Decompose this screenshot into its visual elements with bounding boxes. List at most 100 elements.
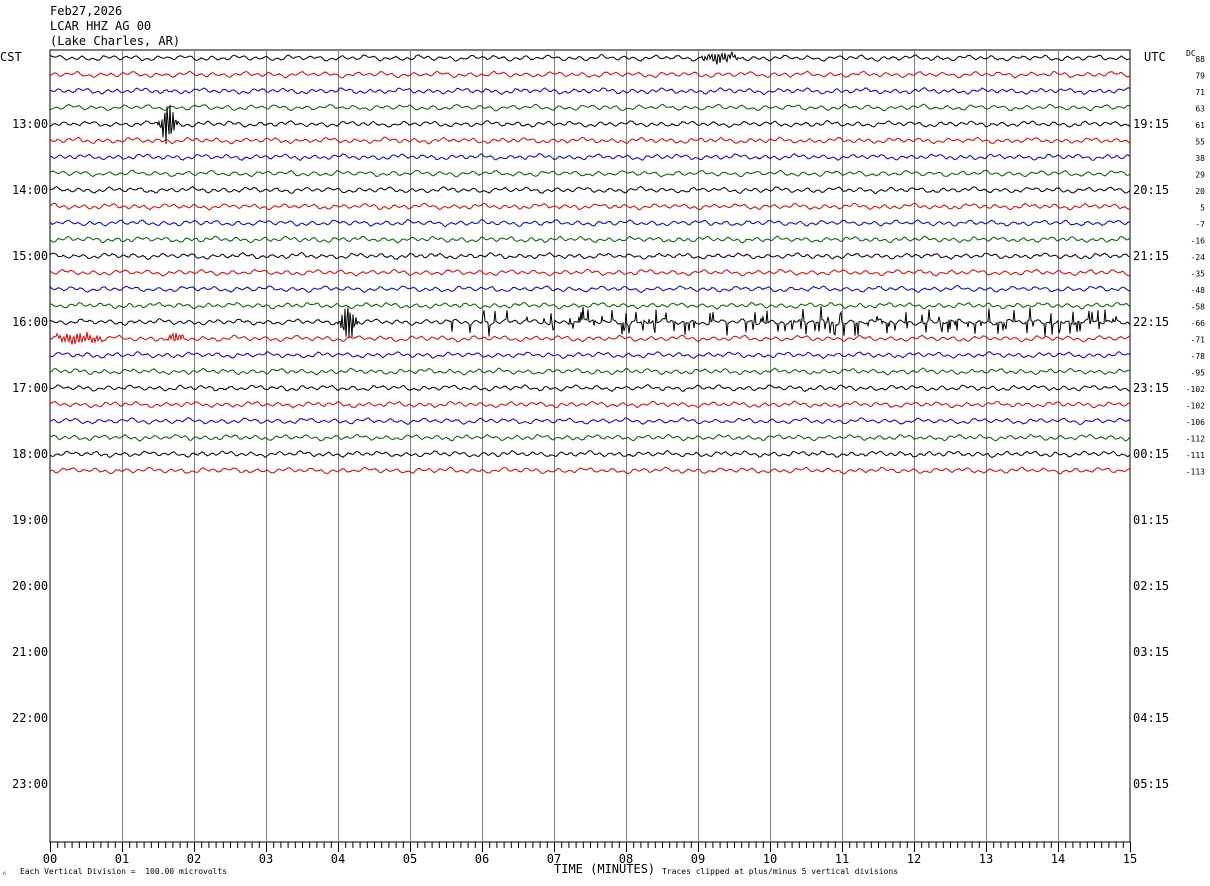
x-tick-label: 01 — [115, 852, 129, 866]
dc-offset-label: -48 — [1191, 286, 1206, 295]
seismic-trace — [49, 367, 1131, 376]
dc-offset-label: -112 — [1186, 435, 1205, 444]
seismic-trace — [49, 169, 1131, 178]
x-tick-label: 13 — [979, 852, 993, 866]
right-axis-title: UTC — [1144, 50, 1166, 64]
x-tick-label: 15 — [1123, 852, 1137, 866]
seismic-trace — [49, 301, 1131, 310]
seismic-trace — [49, 185, 1131, 194]
x-tick-label: 10 — [763, 852, 777, 866]
corner-mark: ᴬ — [2, 870, 7, 879]
x-tick-label: 04 — [331, 852, 345, 866]
dc-offset-label: 71 — [1195, 88, 1205, 97]
x-tick-label: 08 — [619, 852, 633, 866]
seismic-trace — [49, 87, 1131, 96]
clip-note: Traces clipped at plus/minus 5 vertical … — [662, 867, 899, 876]
x-axis-title: TIME (MINUTES) — [554, 862, 656, 876]
dc-offset-label: -71 — [1191, 336, 1206, 345]
x-tick-label: 07 — [547, 852, 561, 866]
dc-offset-label: -24 — [1191, 253, 1206, 262]
x-tick-label: 14 — [1051, 852, 1065, 866]
seismic-trace — [49, 152, 1131, 162]
seismic-trace — [49, 136, 1131, 145]
right-hour-label: 20:15 — [1133, 183, 1169, 197]
dc-offset-label: 55 — [1195, 138, 1205, 147]
x-tick-label: 00 — [43, 852, 57, 866]
left-hour-label: 23:00 — [12, 777, 48, 791]
seismic-trace — [49, 104, 1131, 145]
seismic-trace — [49, 400, 1131, 409]
right-hour-label: 05:15 — [1133, 777, 1169, 791]
left-hour-label: 18:00 — [12, 447, 48, 461]
dc-offset-label: -113 — [1186, 468, 1205, 477]
x-tick-label: 03 — [259, 852, 273, 866]
left-hour-label: 16:00 — [12, 315, 48, 329]
dc-title: DC — [1186, 49, 1196, 58]
dc-offset-label: 29 — [1195, 171, 1205, 180]
seismic-trace — [49, 268, 1131, 277]
left-hour-label: 15:00 — [12, 249, 48, 263]
dc-offset-label: -58 — [1191, 303, 1206, 312]
seismic-trace — [49, 450, 1131, 459]
dc-offset-label: 38 — [1195, 154, 1205, 163]
seismic-trace — [49, 252, 1131, 261]
location-label: (Lake Charles, AR) — [50, 34, 181, 48]
left-hour-label: 14:00 — [12, 183, 48, 197]
dc-offset-label: -111 — [1186, 451, 1205, 460]
seismic-trace — [49, 285, 1131, 294]
right-hour-label: 03:15 — [1133, 645, 1169, 659]
seismic-trace — [49, 351, 1131, 360]
x-tick-label: 02 — [187, 852, 201, 866]
dc-offset-label: 63 — [1195, 105, 1205, 114]
left-hour-label: 21:00 — [12, 645, 48, 659]
station-label: LCAR HHZ AG 00 — [50, 19, 152, 33]
seismic-trace — [50, 466, 1130, 475]
dc-offset-label: -102 — [1186, 402, 1205, 411]
seismic-trace — [49, 219, 1131, 228]
plot-frame — [49, 49, 1131, 843]
left-hour-label: 19:00 — [12, 513, 48, 527]
seismic-trace — [50, 50, 1131, 65]
seismic-trace — [49, 202, 1131, 211]
seismic-trace — [49, 70, 1131, 79]
x-tick-label: 06 — [475, 852, 489, 866]
seismic-trace — [49, 306, 1131, 339]
dc-offset-label: 20 — [1195, 187, 1205, 196]
right-hour-label: 21:15 — [1133, 249, 1169, 263]
dc-offset-label: -66 — [1191, 319, 1206, 328]
left-hour-label: 13:00 — [12, 117, 48, 131]
right-hour-label: 01:15 — [1133, 513, 1169, 527]
right-hour-label: 02:15 — [1133, 579, 1169, 593]
seismic-trace — [49, 417, 1131, 426]
dc-offset-label: -16 — [1191, 237, 1206, 246]
seismic-trace — [49, 384, 1131, 393]
x-tick-label: 05 — [403, 852, 417, 866]
dc-offset-label: -35 — [1191, 270, 1206, 279]
seismic-trace — [49, 103, 1131, 112]
left-axis-title: CST — [0, 50, 22, 64]
dc-offset-label: -78 — [1191, 352, 1206, 361]
x-tick-label: 12 — [907, 852, 921, 866]
dc-offset-label: 88 — [1195, 55, 1205, 64]
dc-offset-label: -102 — [1186, 385, 1205, 394]
left-hour-label: 22:00 — [12, 711, 48, 725]
right-hour-label: 00:15 — [1133, 447, 1169, 461]
right-hour-label: 19:15 — [1133, 117, 1169, 131]
seismic-trace — [49, 331, 1131, 345]
x-tick-label: 09 — [691, 852, 705, 866]
seismic-trace — [49, 235, 1131, 244]
x-tick-label: 11 — [835, 852, 849, 866]
right-hour-label: 22:15 — [1133, 315, 1169, 329]
seismic-trace — [49, 433, 1131, 442]
right-hour-label: 04:15 — [1133, 711, 1169, 725]
dc-offset-label: 79 — [1195, 72, 1205, 81]
dc-offset-label: -7 — [1195, 220, 1205, 229]
dc-offset-label: 5 — [1200, 204, 1205, 213]
dc-offset-label: -95 — [1191, 369, 1206, 378]
dc-offset-label: -106 — [1186, 418, 1205, 427]
right-hour-label: 23:15 — [1133, 381, 1169, 395]
left-hour-label: 20:00 — [12, 579, 48, 593]
left-hour-label: 17:00 — [12, 381, 48, 395]
scale-note: Each Vertical Division = 100.00 microvol… — [20, 867, 228, 876]
